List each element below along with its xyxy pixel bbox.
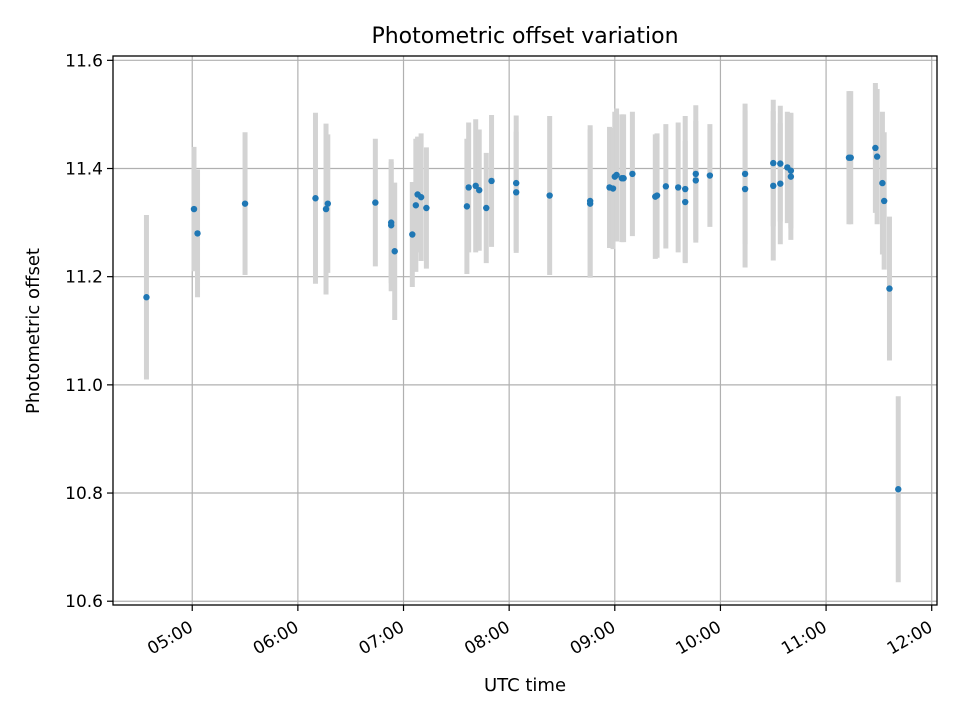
chart-title: Photometric offset variation [371,24,678,49]
data-point-0-5 [322,205,330,213]
data-point-0-18 [472,182,479,190]
x-axis-label: UTC time [484,675,566,696]
data-point-0-40 [692,170,699,178]
data-point-0-36 [662,183,670,190]
data-point-0-41 [692,177,699,184]
data-point-0-16 [463,203,471,210]
data-point-0-4 [312,195,319,202]
y-tick-label-3: 11.2 [65,268,103,288]
data-point-0-28 [609,185,617,192]
data-point-0-39 [682,198,689,206]
data-point-0-11 [409,231,416,238]
data-point-0-22 [512,179,520,187]
data-point-0-53 [847,154,854,161]
data-point-0-23 [512,189,520,196]
data-point-0-51 [787,173,795,180]
data-point-0-45 [770,159,777,167]
data-point-0-37 [674,184,682,191]
grid-lines [113,56,937,605]
data-points [143,144,902,493]
data-point-0-2 [194,230,201,237]
data-point-0-20 [483,204,490,212]
data-point-0-26 [586,200,594,207]
data-point-0-1 [190,205,198,213]
data-point-0-59 [895,486,902,493]
data-point-0-32 [620,175,627,182]
y-tick-label-5: 11.6 [65,51,103,71]
data-point-0-46 [770,182,777,190]
data-point-0-3 [241,200,249,207]
data-point-0-17 [465,184,472,191]
y-tick-label-1: 10.8 [65,484,103,504]
data-point-0-15 [423,204,430,212]
plot-frame [112,55,938,606]
data-point-0-0 [143,294,150,301]
data-point-0-57 [880,197,888,205]
data-point-0-55 [873,153,881,160]
data-point-0-54 [872,144,879,152]
data-point-0-47 [777,160,784,167]
data-point-0-14 [417,193,425,201]
data-point-0-42 [706,172,714,179]
y-axis-label: Photometric offset [23,248,44,414]
data-point-0-7 [372,199,379,206]
data-point-0-58 [886,285,893,292]
data-point-0-6 [324,200,332,207]
y-tick-label-4: 11.4 [65,160,103,180]
data-point-0-12 [412,202,420,209]
data-point-0-44 [741,185,749,193]
data-point-0-21 [488,177,495,185]
y-tick-label-0: 10.6 [65,592,103,612]
data-point-0-33 [629,170,636,178]
data-point-0-30 [613,171,620,179]
data-point-0-9 [387,222,395,229]
data-point-0-38 [682,185,689,193]
data-point-0-48 [777,180,784,187]
data-point-0-35 [653,192,661,199]
y-tick-label-2: 11.0 [65,376,103,396]
data-point-0-50 [787,167,795,174]
data-point-0-19 [476,186,483,194]
data-point-0-43 [741,170,749,178]
data-point-0-24 [546,192,553,199]
data-point-0-56 [879,179,886,187]
data-point-0-10 [391,248,398,255]
